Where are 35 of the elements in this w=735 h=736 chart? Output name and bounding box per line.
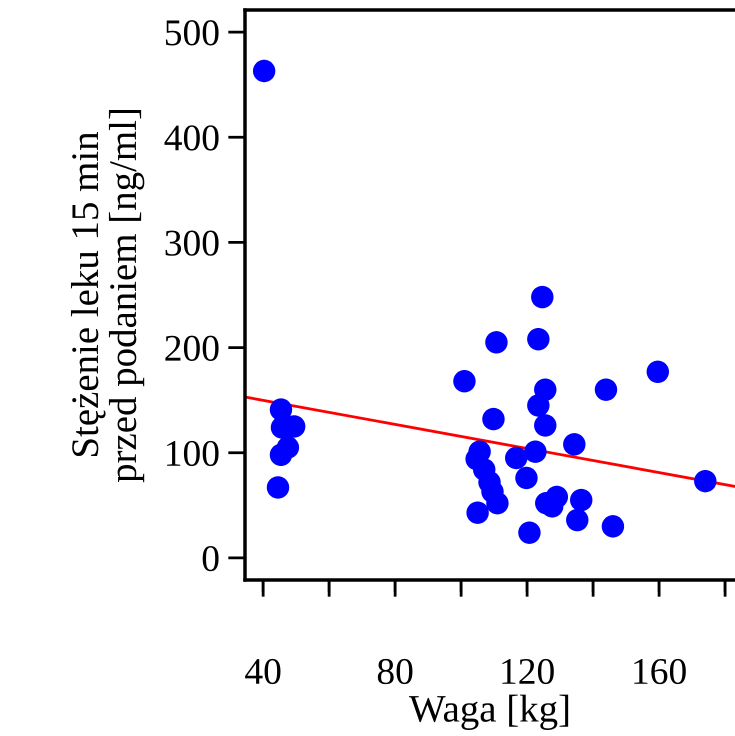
point — [270, 444, 292, 466]
point — [527, 394, 550, 417]
y-tick-label: 400 — [164, 125, 219, 151]
point — [646, 360, 669, 383]
point — [570, 488, 592, 512]
point — [602, 515, 624, 538]
y-tick-label: 300 — [166, 230, 219, 256]
y-tick-label: 100 — [167, 440, 219, 466]
x-tick-label: 80 — [378, 658, 412, 684]
point — [694, 470, 716, 492]
x-tick-label: 160 — [634, 658, 686, 684]
point — [453, 370, 476, 392]
x-tick-label: 120 — [502, 658, 554, 684]
point — [566, 508, 588, 532]
point — [527, 328, 550, 350]
point — [505, 446, 528, 470]
y-tick-label: 500 — [166, 20, 219, 46]
point — [252, 60, 276, 82]
point — [485, 331, 508, 354]
x-axis-title: Waga [kg] — [409, 694, 568, 730]
x-tick-label: 40 — [245, 658, 280, 684]
point — [534, 414, 556, 437]
y-tick-label: 0 — [202, 546, 219, 572]
point — [518, 521, 541, 544]
point — [515, 466, 538, 490]
point — [466, 501, 489, 524]
point — [482, 408, 505, 430]
point — [563, 433, 586, 456]
point — [486, 492, 509, 514]
point — [524, 440, 547, 463]
point — [531, 286, 554, 308]
y-tick-label: 200 — [165, 336, 219, 361]
point — [266, 476, 290, 499]
point — [594, 378, 618, 401]
y-axis-title: Stężenie leku 15 min przed podaniem [ng/ml] — [70, 110, 144, 482]
